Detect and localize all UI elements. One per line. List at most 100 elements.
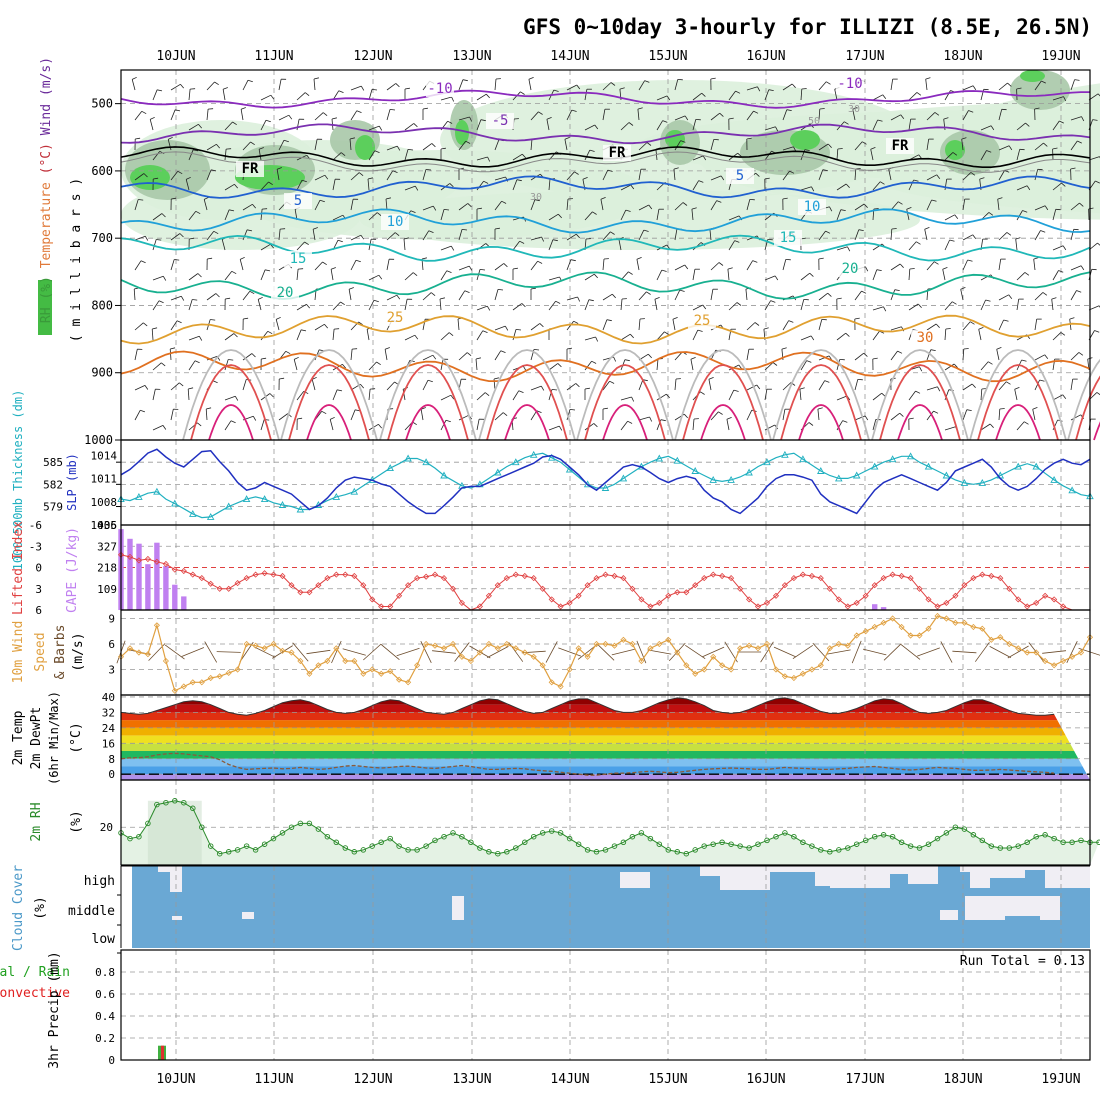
wind-barb-flag xyxy=(519,240,525,244)
wind-barb-flag xyxy=(229,209,235,212)
wind-point xyxy=(629,640,636,648)
wind-barb xyxy=(602,319,608,331)
li-point xyxy=(431,571,439,578)
wind-barb-flag xyxy=(1039,379,1045,382)
wind-barb-flag xyxy=(143,322,148,327)
x-tick-label-bottom: 12JUN xyxy=(353,1072,392,1087)
rh-point xyxy=(127,835,133,842)
wind-barb xyxy=(566,233,577,241)
rh-point xyxy=(979,837,986,844)
wind-point xyxy=(916,632,923,639)
wind-barb xyxy=(600,199,604,211)
wind-barb-flag xyxy=(378,424,383,429)
wind-barb-flag xyxy=(150,116,155,120)
surface-wind-barb xyxy=(396,647,420,657)
wind-barb-flag xyxy=(162,425,167,430)
wind-barb-flag xyxy=(557,363,562,368)
cloud-clear-cell xyxy=(1040,896,1060,920)
wind-barb xyxy=(800,88,803,101)
wind-barb-flag xyxy=(141,110,147,115)
wind-barb-flag xyxy=(384,347,390,350)
cloud-clear-cell xyxy=(830,866,890,888)
wind-barb xyxy=(674,264,685,271)
wind-barb xyxy=(782,259,787,271)
wind-barb xyxy=(440,332,450,341)
wind-barb-flag xyxy=(214,81,219,86)
cloud-clear-cell xyxy=(1045,866,1090,888)
li-point xyxy=(566,599,573,606)
wind-barb xyxy=(656,393,667,401)
isotherm-label: 10 xyxy=(804,199,821,215)
wind-barb xyxy=(708,379,712,391)
wind-barb-flag xyxy=(462,79,468,82)
wind-barb-flag xyxy=(168,136,173,140)
wind-point xyxy=(835,640,842,648)
wind-barb xyxy=(134,199,139,211)
rh-point xyxy=(898,839,905,846)
wind-barb-flag xyxy=(407,149,414,151)
thickness-point xyxy=(817,467,825,474)
wind-barb-flag xyxy=(666,244,671,250)
rh-point xyxy=(647,835,654,842)
rh-point xyxy=(889,833,896,840)
wind-barb xyxy=(528,79,532,91)
wind-barb-flag xyxy=(829,206,833,212)
wind-point xyxy=(781,673,788,680)
li-point xyxy=(243,575,250,582)
cape-tick-label: 436 xyxy=(97,519,117,532)
rh-point xyxy=(414,847,420,853)
wind-barb-flag xyxy=(312,376,317,380)
temp-band xyxy=(121,720,1090,728)
thickness-tick-label: 585 xyxy=(43,456,63,469)
wind-barb-flag xyxy=(945,328,951,330)
wind-barb xyxy=(1070,202,1080,211)
boundary-layer-isotherm xyxy=(584,364,666,441)
wind-barb-flag xyxy=(552,239,558,242)
wind-barb-flag xyxy=(484,392,490,397)
wind-barb-flag xyxy=(737,152,742,157)
wind-barb xyxy=(745,289,748,301)
wind-barb-flag xyxy=(250,141,255,146)
wind-barb xyxy=(746,235,758,241)
wind-barb-flag xyxy=(809,272,814,277)
wind-barb xyxy=(242,291,251,301)
surface-wind-barb xyxy=(773,646,797,658)
wind-point xyxy=(763,640,771,648)
boundary-layer-isotherm xyxy=(674,349,772,441)
wind-ylabel-1: 10m Wind xyxy=(11,621,26,684)
rh-point xyxy=(324,833,331,840)
wind-barb xyxy=(764,150,772,161)
wind-barb-flag xyxy=(376,212,382,217)
wind-barb xyxy=(1051,299,1054,311)
wind-barb-flag xyxy=(222,87,228,90)
temp-band xyxy=(121,766,1090,775)
cape-bar xyxy=(127,538,133,610)
wind-barb xyxy=(296,329,302,341)
wind-barb xyxy=(1052,394,1063,401)
rh-shade-moist xyxy=(130,165,170,190)
wind-point xyxy=(880,619,887,626)
wind-barb-flag xyxy=(340,301,345,306)
wind-barb xyxy=(458,140,466,151)
wind-barb-flag xyxy=(534,199,540,202)
wind-barb-flag xyxy=(170,347,176,350)
wind-barb xyxy=(332,179,336,191)
li-point xyxy=(512,571,519,578)
rh-point xyxy=(611,843,618,849)
wind-barb-flag xyxy=(702,304,707,310)
cloud-ylabel-2: (%) xyxy=(33,896,48,919)
wind-barb xyxy=(458,265,470,271)
wind-barb xyxy=(476,93,487,101)
rh-point xyxy=(207,843,214,849)
wind-barb xyxy=(728,240,736,251)
wind-barb xyxy=(475,358,478,371)
wind-barb-flag xyxy=(198,336,203,341)
rh-point xyxy=(423,843,429,849)
wind-barb xyxy=(386,294,398,301)
wind-barb-flag xyxy=(963,348,969,350)
wind-barb-flag xyxy=(1044,205,1049,211)
wind-barb xyxy=(149,119,154,131)
